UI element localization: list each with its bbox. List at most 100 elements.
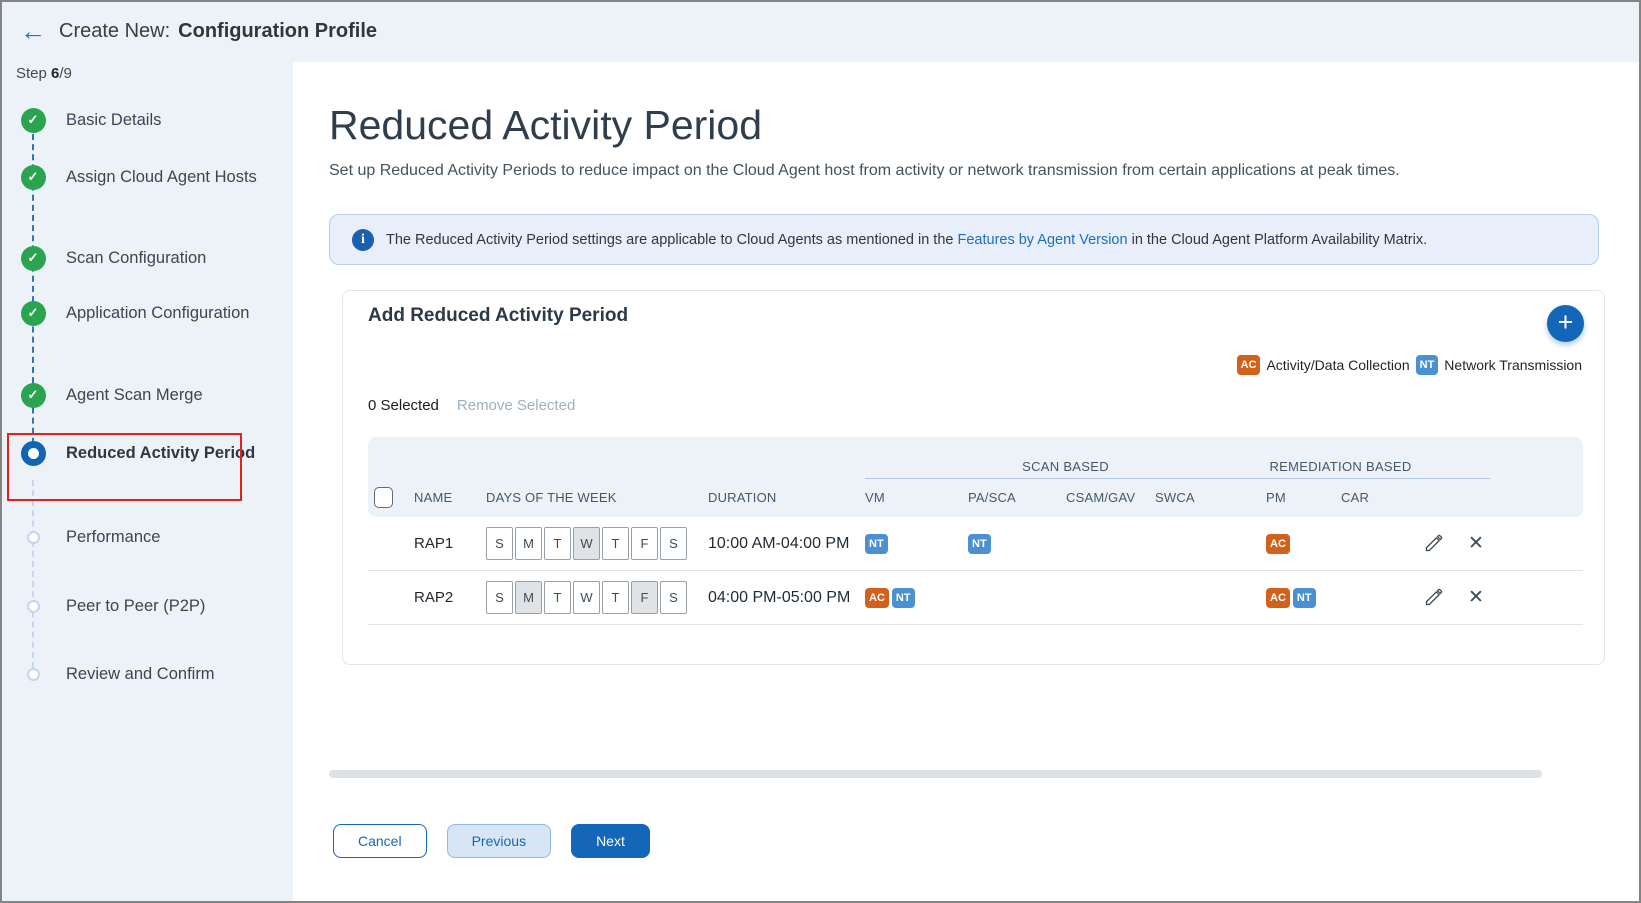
step-status-icon: ✓ [16,245,50,271]
step-status-icon [16,440,50,466]
edit-icon[interactable] [1423,533,1444,554]
rap-name: RAP1 [414,535,454,552]
table-header: SCAN BASED REMEDIATION BASED NAME DAYS O… [368,437,1583,517]
info-icon: i [352,228,374,251]
step-label: Application Configuration [66,304,250,322]
step-status-icon: ✓ [16,107,50,133]
day-box-3: W [573,527,600,560]
step-label: Assign Cloud Agent Hosts [66,168,257,186]
column-header-days: DAYS OF THE WEEK [486,490,617,505]
day-box-2: T [544,581,571,614]
day-box-0: S [486,581,513,614]
scan-based-group-header: SCAN BASED [1022,459,1109,474]
step-status-icon: ✓ [16,382,50,408]
remove-selected-button[interactable]: Remove Selected [456,397,576,414]
day-box-4: T [602,581,629,614]
pm-badges: AC [1266,533,1341,554]
step-label: Performance [66,528,161,546]
day-box-2: T [544,527,571,560]
page-title: Reduced Activity Period [329,102,763,148]
day-box-1: M [515,527,542,560]
pending-step-icon [26,530,40,544]
vm-badges: NT [865,533,968,554]
footer-divider [329,770,1542,778]
delete-icon[interactable]: ✕ [1468,587,1484,608]
column-header-vm: VM [865,490,885,505]
card-title: Add Reduced Activity Period [368,305,629,326]
ac-badge: AC [1236,355,1261,375]
day-box-5: F [631,527,658,560]
step-label: Review and Confirm [66,665,215,683]
sidebar-item-peer-to-peer[interactable]: Peer to Peer (P2P) [16,593,266,619]
step-status-icon: ✓ [16,300,50,326]
ac-legend-label: Activity/Data Collection [1266,357,1410,373]
duration: 10:00 AM-04:00 PM [708,534,850,552]
group-header-underline [865,478,1490,479]
add-rap-button[interactable]: + [1547,305,1584,342]
step-label: Agent Scan Merge [66,386,203,404]
step-label: Reduced Activity Period [66,444,256,462]
rap-table: SCAN BASED REMEDIATION BASED NAME DAYS O… [368,437,1583,625]
back-arrow-icon[interactable]: ← [20,16,46,46]
info-banner: i The Reduced Activity Period settings a… [329,214,1599,265]
pending-step-icon [26,667,40,681]
step-status-icon [16,530,50,544]
cancel-button[interactable]: Cancel [333,824,427,858]
column-header-duration: DURATION [708,490,777,505]
sidebar-item-reduced-activity-period[interactable]: Reduced Activity Period [16,440,266,466]
day-box-0: S [486,527,513,560]
sidebar-item-application-configuration[interactable]: ✓ Application Configuration [16,300,266,326]
select-all-checkbox[interactable] [374,487,393,508]
edit-icon[interactable] [1423,587,1444,608]
sidebar-item-performance[interactable]: Performance [16,524,266,550]
header-spacer [368,437,865,478]
row-actions: ✕ [1415,586,1583,609]
step-label: Scan Configuration [66,249,207,267]
day-box-1: M [515,581,542,614]
badge-nt: NT [968,533,991,554]
sidebar-item-review-and-confirm[interactable]: Review and Confirm [16,661,266,687]
wizard-footer-buttons: Cancel Previous Next [333,824,650,858]
duration: 04:00 PM-05:00 PM [708,588,851,606]
breadcrumb-prefix: Create New: [59,20,171,42]
delete-icon[interactable]: ✕ [1468,533,1484,554]
features-by-agent-version-link[interactable]: Features by Agent Version [957,231,1128,248]
current-step-icon [20,440,46,466]
wizard-header: ← Create New: Configuration Profile [2,2,1639,62]
day-box-5: F [631,581,658,614]
badge-ac: AC [1266,533,1290,554]
step-status-icon: ✓ [16,164,50,190]
check-icon: ✓ [20,164,46,190]
badge-nt: NT [865,533,888,554]
nt-legend-label: Network Transmission [1444,357,1582,373]
column-header-swca: SWCA [1155,490,1195,505]
vm-badges: AC NT [865,587,968,608]
page-subtitle: Set up Reduced Activity Periods to reduc… [329,162,1400,179]
column-header-name: NAME [414,490,453,505]
column-header-pa-sca: PA/SCA [968,490,1016,505]
main-content: Reduced Activity Period Set up Reduced A… [293,62,1639,901]
check-icon: ✓ [20,382,46,408]
previous-button[interactable]: Previous [446,824,552,858]
page-breadcrumb: Create New: Configuration Profile [59,20,377,43]
nt-badge: NT [1415,355,1439,375]
pm-badges: AC NT [1266,587,1341,608]
badge-ac: AC [1266,587,1290,608]
sidebar-item-agent-scan-merge[interactable]: ✓ Agent Scan Merge [16,382,266,408]
rap-name: RAP2 [414,589,454,606]
day-box-4: T [602,527,629,560]
check-icon: ✓ [20,245,46,271]
sidebar-item-basic-details[interactable]: ✓ Basic Details [16,107,266,133]
selected-count: 0 Selected [368,397,439,414]
selection-toolbar: 0 Selected Remove Selected [368,397,575,414]
badge-nt: NT [1292,587,1316,608]
banner-text: The Reduced Activity Period settings are… [386,231,1428,248]
sidebar-item-assign-cloud-agent-hosts[interactable]: ✓ Assign Cloud Agent Hosts [16,164,266,190]
day-box-3: W [573,581,600,614]
sidebar-item-scan-configuration[interactable]: ✓ Scan Configuration [16,245,266,271]
next-button[interactable]: Next [571,824,650,858]
